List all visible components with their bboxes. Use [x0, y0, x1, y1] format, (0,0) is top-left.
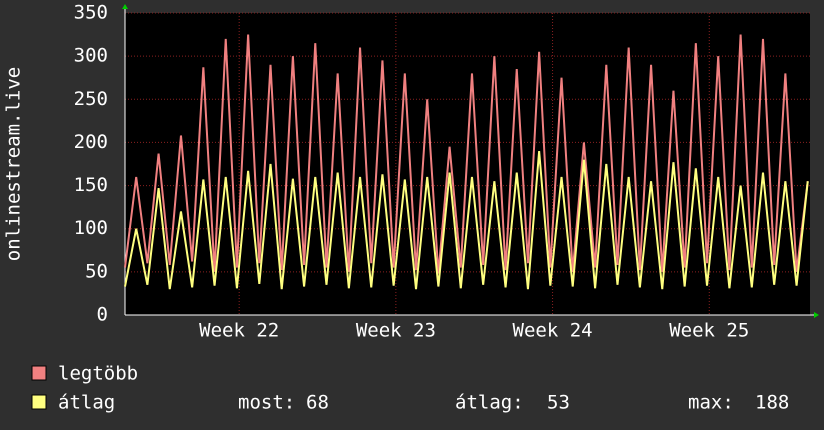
- legend-label: legtöbb: [58, 363, 138, 385]
- stat-value: 53: [547, 392, 570, 414]
- legend-label: átlag: [58, 392, 115, 414]
- y-tick-label: 200: [74, 131, 108, 153]
- y-tick-label: 350: [74, 2, 108, 24]
- y-tick-label: 50: [85, 260, 108, 282]
- stat-label: max:: [688, 392, 734, 414]
- y-tick-label: 0: [97, 304, 108, 326]
- legend-swatch: [31, 365, 47, 381]
- x-tick-label: Week 22: [199, 320, 279, 342]
- series-line: [124, 150, 809, 290]
- stat-label: átlag:: [455, 392, 524, 414]
- y-axis-label: onlinestream.live: [3, 67, 25, 261]
- y-tick-label: 100: [74, 217, 108, 239]
- legend-swatch: [31, 394, 47, 410]
- y-tick-label: 150: [74, 174, 108, 196]
- y-tick-label: 300: [74, 45, 108, 67]
- x-tick-label: Week 24: [513, 320, 593, 342]
- x-tick-label: Week 23: [356, 320, 436, 342]
- stat-label: most:: [238, 392, 295, 414]
- axis-arrow: [122, 4, 128, 9]
- axis-arrow: [814, 312, 819, 318]
- stat-value: 68: [306, 392, 329, 414]
- y-tick-label: 250: [74, 88, 108, 110]
- series-line: [124, 34, 809, 274]
- stat-value: 188: [755, 392, 789, 414]
- x-tick-label: Week 25: [669, 320, 749, 342]
